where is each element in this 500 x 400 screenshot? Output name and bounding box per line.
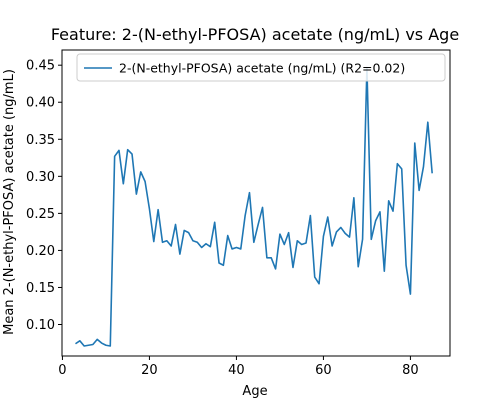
y-tick-label: 0.15 (26, 281, 55, 296)
plot-area (61, 49, 451, 357)
legend-label: 2-(N-ethyl-PFOSA) acetate (ng/mL) (R2=0.… (119, 61, 405, 76)
legend: 2-(N-ethyl-PFOSA) acetate (ng/mL) (R2=0.… (76, 53, 446, 82)
x-axis-label: Age (242, 384, 267, 399)
y-axis-label: Mean 2-(N-ethyl-PFOSA) acetate (ng/mL) (2, 69, 17, 335)
y-tick-label: 0.10 (26, 318, 55, 333)
y-tick-label: 0.20 (26, 244, 55, 259)
y-tick-label: 0.35 (26, 133, 55, 148)
y-tick-label: 0.40 (26, 96, 55, 111)
x-tick-label: 60 (315, 363, 332, 378)
y-tick-label: 0.45 (26, 59, 55, 74)
x-axis: 0 20 40 60 80 (58, 356, 419, 378)
y-tick-label: 0.30 (26, 170, 55, 185)
plot-frame (61, 49, 451, 357)
series-line-0 (75, 66, 433, 347)
y-tick-label: 0.25 (26, 207, 55, 222)
x-tick-label: 80 (402, 363, 419, 378)
x-tick-label: 0 (58, 363, 66, 378)
x-tick-label: 20 (141, 363, 158, 378)
series-lines (75, 66, 433, 347)
y-axis: 0.10 0.15 0.20 0.25 0.30 0.35 0.40 0.45 (26, 59, 62, 333)
chart-title: Feature: 2-(N-ethyl-PFOSA) acetate (ng/m… (51, 25, 459, 44)
x-tick-label: 40 (228, 363, 245, 378)
legend-box (76, 53, 446, 82)
